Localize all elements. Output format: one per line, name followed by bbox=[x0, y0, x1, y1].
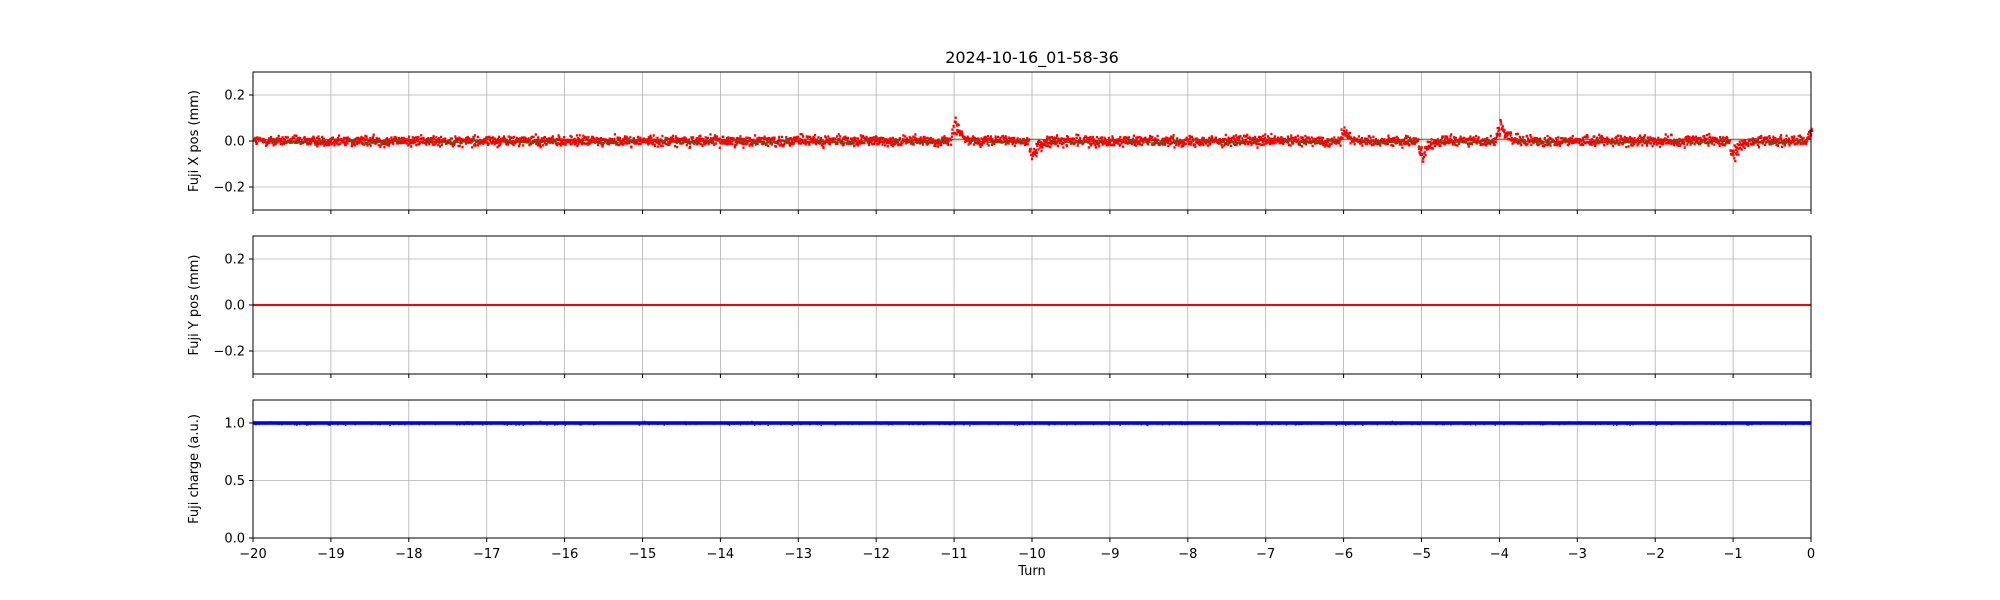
y-axis-label-y: Fuji Y pos (mm) bbox=[187, 254, 202, 355]
y-tick-label: 1.0 bbox=[224, 417, 245, 432]
x-ticks-x bbox=[252, 210, 1812, 214]
x-tick-label: −20 bbox=[239, 547, 266, 562]
series-charge bbox=[253, 420, 1812, 427]
x-tick-label: −10 bbox=[1018, 547, 1045, 562]
x-position-trend-line bbox=[252, 138, 1812, 144]
x-tick-label: 0 bbox=[1807, 547, 1815, 562]
panel-y-position: −0.2 0.0 0.2 Fuji Y pos (mm) bbox=[187, 235, 1812, 378]
charge-band bbox=[253, 421, 1811, 425]
y-ticks-charge: 0.0 0.5 1.0 bbox=[224, 417, 253, 547]
x-tick-label: −6 bbox=[1334, 547, 1353, 562]
x-axis-label: Turn bbox=[1017, 564, 1046, 579]
y-tick-label: 0.0 bbox=[224, 135, 245, 150]
y-tick-label: 0.0 bbox=[224, 299, 245, 314]
x-tick-label: −5 bbox=[1412, 547, 1431, 562]
x-tick-label: −14 bbox=[707, 547, 734, 562]
y-axis-label-charge: Fuji charge (a.u.) bbox=[187, 414, 202, 524]
y-ticks-x: −0.2 0.0 0.2 bbox=[213, 89, 253, 196]
x-tick-label: −9 bbox=[1100, 547, 1119, 562]
x-tick-label: −12 bbox=[862, 547, 889, 562]
chart-title: 2024-10-16_01-58-36 bbox=[945, 48, 1119, 68]
x-tick-label: −15 bbox=[629, 547, 656, 562]
x-tick-label: −3 bbox=[1568, 547, 1587, 562]
panel-charge: 0.0 0.5 1.0 Fuji charge (a.u.) bbox=[187, 399, 1812, 547]
y-tick-label: 0.2 bbox=[224, 253, 245, 268]
x-tick-label: −13 bbox=[785, 547, 812, 562]
panel-x-position: −0.2 0.0 0.2 Fuji X pos (mm) bbox=[187, 71, 1814, 214]
x-tick-label: −18 bbox=[395, 547, 422, 562]
x-tick-label: −11 bbox=[940, 547, 967, 562]
y-tick-label: 0.0 bbox=[224, 532, 245, 547]
x-ticks-y bbox=[252, 374, 1812, 378]
y-tick-label: −0.2 bbox=[213, 181, 245, 196]
y-tick-label: 0.5 bbox=[224, 474, 245, 489]
y-axis-label-x: Fuji X pos (mm) bbox=[187, 90, 202, 192]
series-x-position bbox=[252, 116, 1814, 163]
y-tick-label: 0.2 bbox=[224, 89, 245, 104]
x-tick-label: −19 bbox=[317, 547, 344, 562]
x-tick-label: −2 bbox=[1646, 547, 1665, 562]
x-ticks-charge bbox=[252, 538, 1812, 542]
x-tick-label: −1 bbox=[1724, 547, 1743, 562]
y-ticks-y: −0.2 0.0 0.2 bbox=[213, 253, 253, 360]
grid-charge bbox=[252, 400, 1812, 539]
x-tick-label: −7 bbox=[1256, 547, 1275, 562]
x-tick-label: −8 bbox=[1178, 547, 1197, 562]
x-tick-label: −4 bbox=[1490, 547, 1509, 562]
x-tick-label: −16 bbox=[551, 547, 578, 562]
charge-points bbox=[254, 420, 1812, 427]
x-tick-labels: −20 −19 −18 −17 −16 −15 −14 −13 −12 −11 −10 −9 −8 −7−… bbox=[239, 547, 1815, 562]
y-tick-label: −0.2 bbox=[213, 345, 245, 360]
x-tick-label: −17 bbox=[473, 547, 500, 562]
